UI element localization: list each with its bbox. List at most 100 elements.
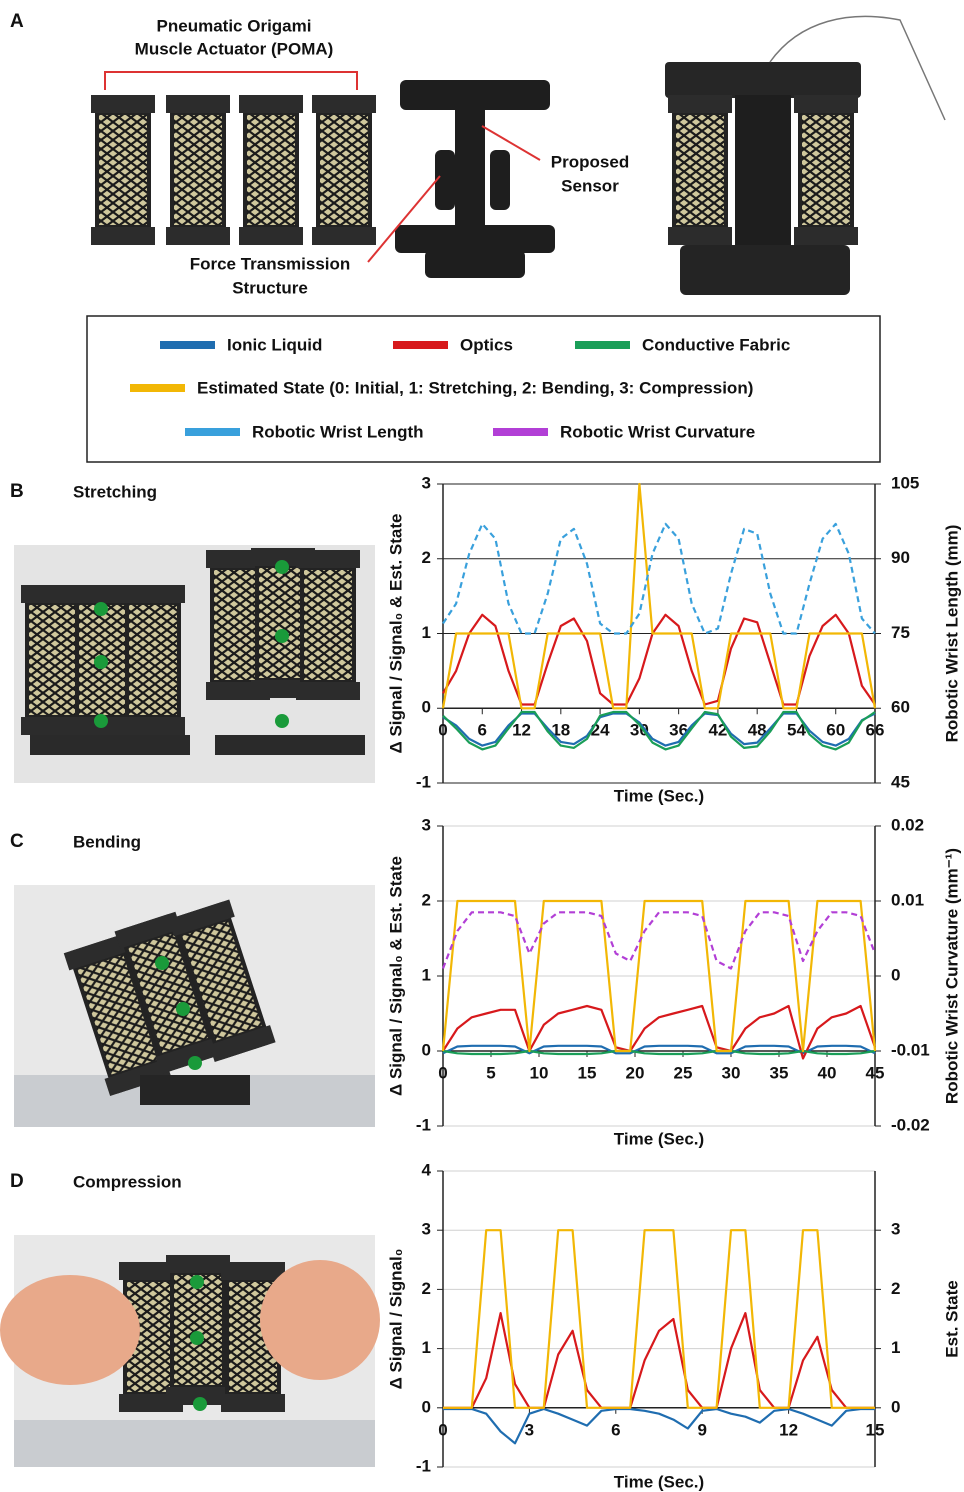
photo-actuator: [312, 95, 376, 245]
series-line: [443, 1312, 875, 1409]
legend-swatch: [160, 341, 215, 349]
y2-tick-label: 0: [891, 965, 900, 984]
photo-compression: [0, 1235, 380, 1467]
legend-label: Ionic Liquid: [227, 335, 322, 354]
y2-tick-label: 90: [891, 548, 910, 567]
x-tick-label: 24: [591, 721, 610, 740]
x-axis-title: Time (Sec.): [614, 1472, 704, 1491]
y2-tick-label: 0.01: [891, 890, 924, 909]
annotation: Proposed: [551, 152, 629, 171]
legend-swatch: [130, 384, 185, 392]
annotation: Sensor: [561, 176, 619, 195]
series-line: [443, 1229, 875, 1409]
x-tick-label: 45: [866, 1063, 885, 1082]
photo-actuator: [239, 95, 303, 245]
x-tick-label: 18: [551, 721, 570, 740]
y-axis-title: Δ Signal / Signal₀ & Est. State: [386, 514, 405, 754]
legend-swatch: [575, 341, 630, 349]
panel-title: Stretching: [73, 482, 157, 501]
x-tick-label: 48: [748, 721, 767, 740]
y-tick-label: 0: [422, 1397, 431, 1416]
legend-label: Robotic Wrist Length: [252, 422, 424, 441]
x-axis-title: Time (Sec.): [614, 1129, 704, 1148]
y2-tick-label: 45: [891, 772, 910, 791]
x-tick-label: 25: [674, 1063, 693, 1082]
y-tick-label: -1: [416, 1456, 431, 1475]
y2-tick-label: 2: [891, 1279, 900, 1298]
series-line: [443, 1407, 875, 1445]
x-tick-label: 12: [779, 1420, 798, 1439]
legend-box: [86, 315, 881, 463]
x-tick-label: 12: [512, 721, 531, 740]
series-line: [441, 899, 877, 1053]
photo-assembly: [665, 15, 946, 295]
y2-tick-label: 60: [891, 698, 910, 717]
photo-actuator: [91, 95, 155, 245]
y-tick-label: 1: [422, 1338, 431, 1357]
x-tick-label: 10: [530, 1063, 549, 1082]
legend-swatch: [185, 428, 240, 436]
x-tick-label: 40: [818, 1063, 837, 1082]
x-tick-label: 5: [486, 1063, 495, 1082]
y-tick-label: 2: [422, 890, 431, 909]
panel-title: Compression: [73, 1172, 182, 1191]
y-tick-label: 4: [422, 1160, 432, 1179]
x-tick-label: 20: [626, 1063, 645, 1082]
y-tick-label: 0: [422, 1040, 431, 1059]
y-axis-title: Δ Signal / Signal₀ & Est. State: [386, 856, 405, 1096]
series-line: [441, 911, 877, 970]
annotation: Muscle Actuator (POMA): [135, 39, 334, 58]
legend-label: Conductive Fabric: [642, 335, 790, 354]
x-tick-label: 15: [578, 1063, 597, 1082]
panel-title: Bending: [73, 832, 141, 851]
x-tick-label: 42: [708, 721, 727, 740]
x-tick-label: 60: [826, 721, 845, 740]
y-tick-label: 2: [422, 1279, 431, 1298]
x-tick-label: 6: [611, 1420, 620, 1439]
y-tick-label: 1: [422, 965, 431, 984]
panel-label: D: [10, 1171, 24, 1192]
legend-label: Optics: [460, 335, 513, 354]
legend-label: Robotic Wrist Curvature: [560, 422, 755, 441]
x-tick-label: 0: [438, 721, 447, 740]
series-line: [442, 710, 876, 751]
y2-tick-label: 0: [891, 1397, 900, 1416]
x-tick-label: 15: [866, 1420, 885, 1439]
x-tick-label: 6: [478, 721, 487, 740]
y2-axis-title: Robotic Wrist Length (mm): [942, 525, 961, 743]
panel-label: B: [10, 481, 24, 502]
y-tick-label: 2: [422, 548, 431, 567]
y2-axis-title: Est. State: [942, 1280, 961, 1357]
panel-label: C: [10, 831, 24, 852]
y-axis-title: Δ Signal / Signal₀: [386, 1249, 405, 1390]
x-tick-label: 35: [770, 1063, 789, 1082]
y2-tick-label: -0.02: [891, 1115, 930, 1134]
y-tick-label: 3: [422, 473, 431, 492]
y-tick-label: 1: [422, 623, 431, 642]
series-line: [442, 1004, 877, 1060]
y2-tick-label: 105: [891, 473, 919, 492]
annotation: Structure: [232, 278, 308, 297]
x-tick-label: 0: [438, 1063, 447, 1082]
x-tick-label: 30: [722, 1063, 741, 1082]
y-tick-label: -1: [416, 772, 431, 791]
x-tick-label: 9: [697, 1420, 706, 1439]
y-tick-label: 3: [422, 1220, 431, 1239]
y2-tick-label: 0.02: [891, 815, 924, 834]
series-line: [442, 1044, 876, 1055]
y-tick-label: -1: [416, 1115, 431, 1134]
y2-tick-label: -0.01: [891, 1040, 930, 1059]
photo-actuator: [166, 95, 230, 245]
x-tick-label: 30: [630, 721, 649, 740]
y2-axis-title: Robotic Wrist Curvature (mm⁻¹): [942, 848, 961, 1104]
series-line: [442, 522, 876, 635]
y2-tick-label: 3: [891, 1220, 900, 1239]
panel-label: A: [10, 11, 24, 32]
y2-tick-label: 1: [891, 1338, 900, 1357]
series-line: [441, 482, 877, 710]
legend-label: Estimated State (0: Initial, 1: Stretchi…: [197, 378, 753, 397]
y-tick-label: 3: [422, 815, 431, 834]
annotation: Pneumatic Origami: [157, 16, 312, 35]
x-axis-title: Time (Sec.): [614, 786, 704, 805]
